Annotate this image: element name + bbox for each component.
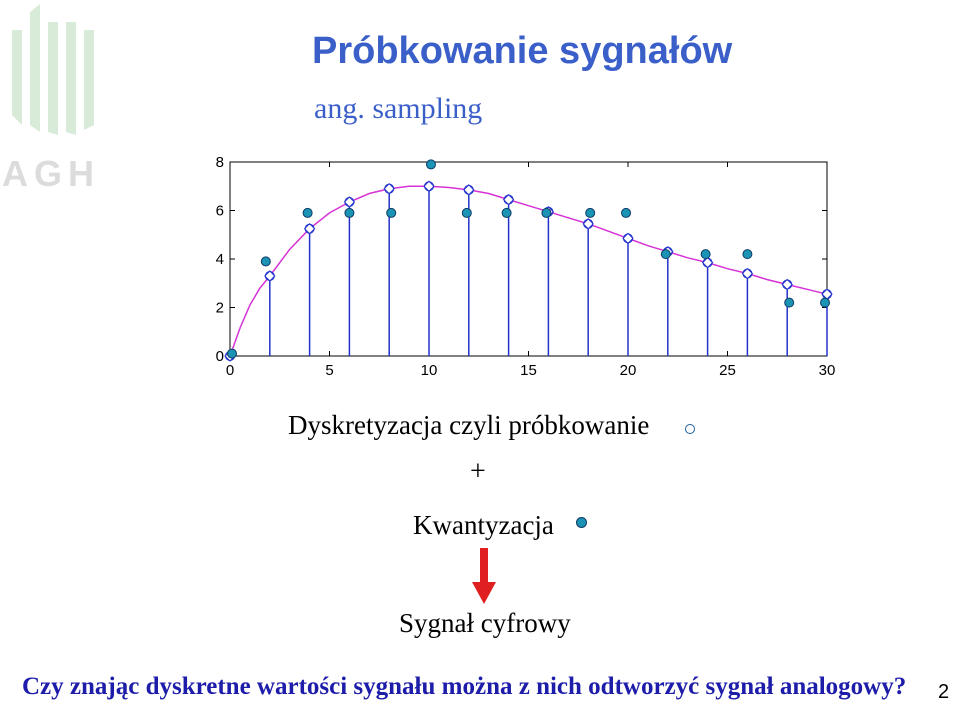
quantized-marker-legend-icon xyxy=(576,517,587,528)
quantized-point xyxy=(226,348,237,359)
quantized-point xyxy=(386,207,397,218)
page-number: 2 xyxy=(938,681,950,703)
y-tick-label: 4 xyxy=(216,251,224,268)
quantized-point xyxy=(621,207,632,218)
x-tick-label: 20 xyxy=(620,362,637,379)
x-tick-label: 10 xyxy=(421,362,438,379)
quantized-point xyxy=(820,297,831,308)
sample-diamond-marker xyxy=(383,182,395,195)
sample-diamond-marker xyxy=(701,256,714,269)
x-tick-label: 0 xyxy=(226,362,234,379)
x-tick-label: 15 xyxy=(520,362,537,379)
logo-stripe xyxy=(12,30,22,125)
quantized-point xyxy=(260,256,271,267)
quantized-point xyxy=(585,207,596,218)
sample-circle-marker xyxy=(463,184,474,195)
quantization-label: Kwantyzacja xyxy=(413,510,554,540)
quantized-point xyxy=(425,159,436,170)
slide-subtitle: ang. sampling xyxy=(314,92,483,125)
sample-circle-marker xyxy=(503,194,514,205)
logo-stripe xyxy=(66,22,76,135)
quantized-point xyxy=(302,207,313,218)
logo-stripe xyxy=(48,22,58,135)
sample-circle-marker xyxy=(344,197,355,208)
signal-curve xyxy=(229,185,828,357)
x-tick-label: 5 xyxy=(325,362,333,379)
plot-frame xyxy=(229,161,828,357)
quantized-point xyxy=(784,297,795,308)
sample-circle-marker xyxy=(742,268,753,279)
sampling-chart: 0 5 10 15 20 25 30 0 2 4 6 8 xyxy=(216,154,836,379)
sample-circle-marker xyxy=(384,183,395,194)
sample-marker-legend-icon xyxy=(685,424,695,434)
x-tick-label: 30 xyxy=(819,362,836,379)
logo-text: AGH xyxy=(2,153,100,194)
sample-circle-marker xyxy=(782,279,793,290)
sample-circle-marker xyxy=(583,218,594,229)
quantized-point xyxy=(660,249,671,260)
sample-circle-marker xyxy=(424,181,434,192)
sample-circle-marker xyxy=(623,233,633,244)
discretization-label: Dyskretyzacja czyli próbkowanie xyxy=(288,410,650,440)
quantized-point xyxy=(700,249,711,260)
y-tick-label: 2 xyxy=(216,300,224,317)
down-arrow-icon xyxy=(472,548,496,604)
y-tick-label: 0 xyxy=(216,348,224,365)
quantized-point xyxy=(501,207,512,218)
sample-circle-marker xyxy=(264,270,275,281)
y-tick-label: 8 xyxy=(216,154,224,171)
sample-diamond-marker xyxy=(264,270,276,282)
question-text: Czy znając dyskretne wartości sygnału mo… xyxy=(22,673,907,700)
quantized-point xyxy=(742,249,753,260)
agh-logo: AGH xyxy=(2,4,100,194)
quantized-point xyxy=(541,207,552,218)
plus-sign: + xyxy=(470,456,486,487)
quantized-point xyxy=(344,207,355,218)
sample-circle-marker xyxy=(304,223,315,234)
logo-stripe xyxy=(84,30,94,130)
logo-stripe xyxy=(30,4,40,132)
digital-signal-label: Sygnał cyfrowy xyxy=(399,608,571,638)
slide-title: Próbkowanie sygnałów xyxy=(312,30,733,72)
y-tick-label: 6 xyxy=(216,203,224,220)
x-tick-label: 25 xyxy=(719,362,736,379)
quantized-point xyxy=(461,207,472,218)
